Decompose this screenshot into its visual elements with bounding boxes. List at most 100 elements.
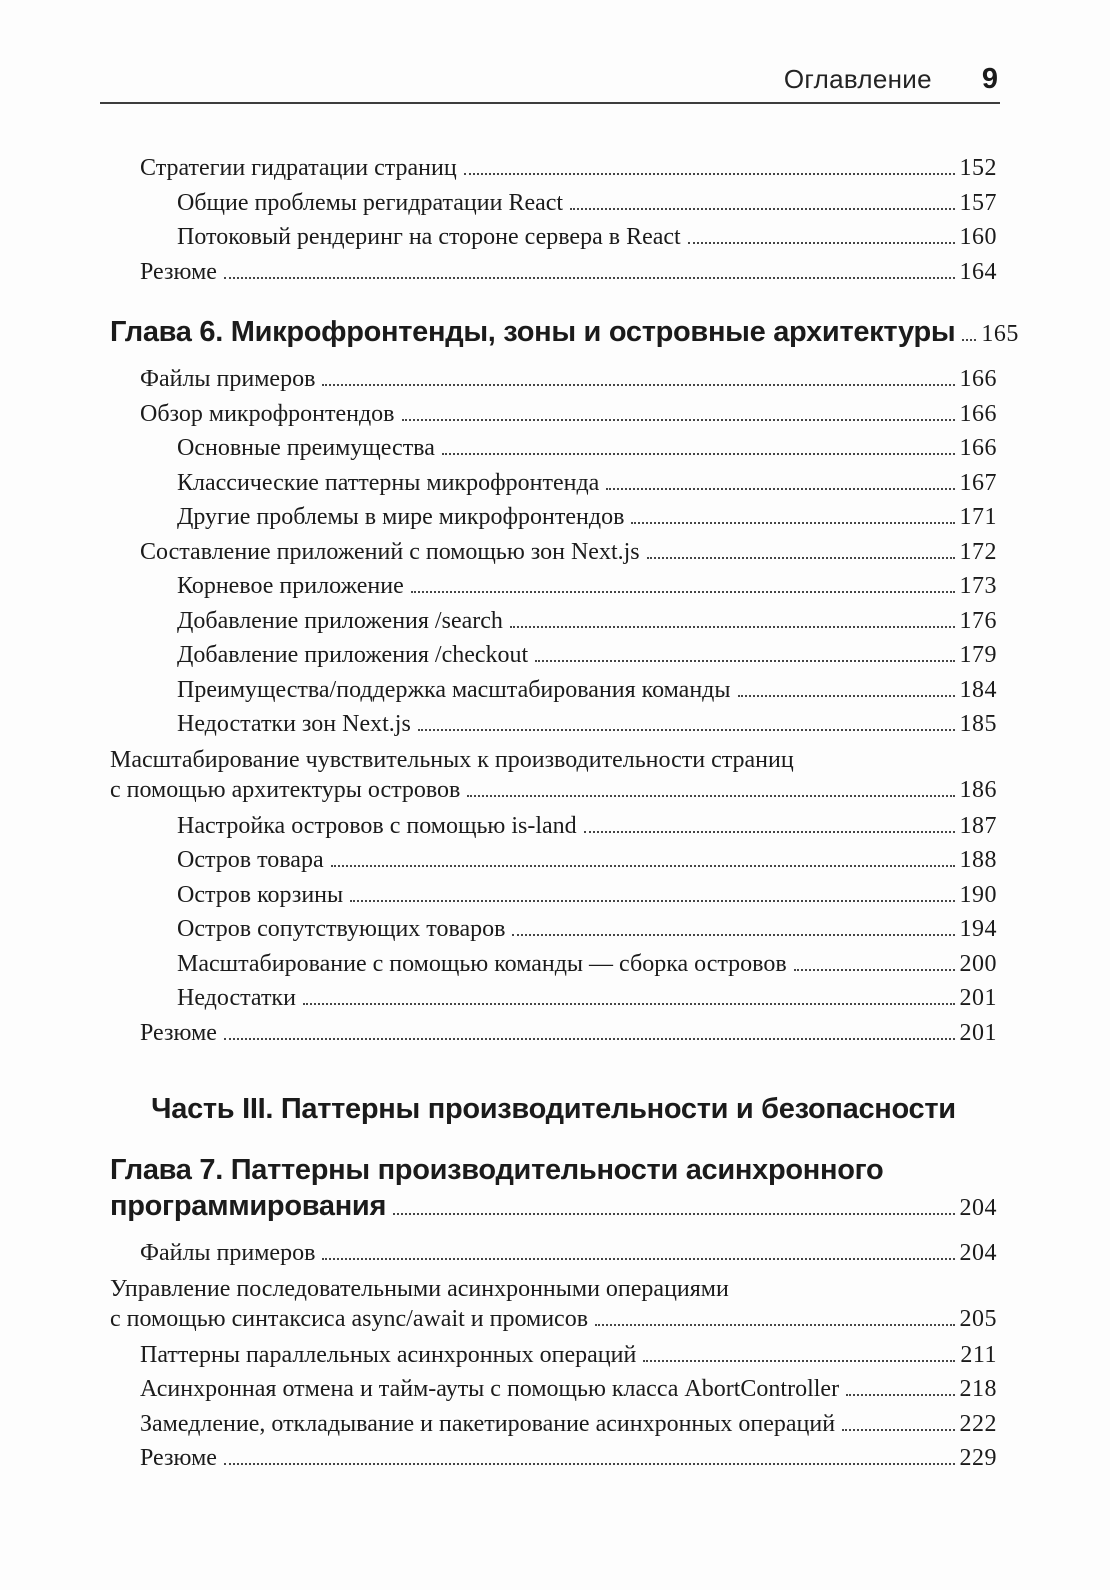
dot-leader	[410, 591, 955, 593]
toc-entry-title: Замедление, откладывание и пакетирование…	[140, 1410, 836, 1437]
dot-leader	[223, 1463, 955, 1465]
dot-leader	[463, 173, 955, 175]
toc-entry-row: с помощью синтаксиса async/await и проми…	[110, 1304, 997, 1334]
toc-entry-title: Остров товара	[177, 847, 324, 873]
toc-entry-title: Классические паттерны микрофронтенда	[177, 469, 600, 496]
toc-entry-row: Недостатки 201	[177, 981, 997, 1016]
toc-entry-row: Преимущества/поддержка масштабирования к…	[177, 673, 997, 708]
toc-entry-page: 160	[959, 224, 997, 250]
toc-entry-title: Составление приложений с помощью зон Nex…	[140, 538, 640, 565]
toc-entry: Управление последовательными асинхронным…	[110, 1274, 997, 1334]
toc-entry-page: 201	[959, 1019, 997, 1046]
toc-entry: Паттерны параллельных асинхронных операц…	[140, 1338, 997, 1373]
toc-entry-title: Асинхронная отмена и тайм-ауты с помощью…	[140, 1376, 840, 1402]
toc-entry-title: Недостатки зон Next.js	[177, 711, 411, 737]
toc-entry-title: с помощью синтаксиса async/await и проми…	[110, 1305, 589, 1332]
dot-leader	[793, 968, 955, 971]
dot-leader	[570, 207, 955, 210]
toc-entry: Классические паттерны микрофронтенда 167	[177, 466, 997, 501]
running-head-title: Оглавление	[783, 64, 932, 94]
toc-entry-page: 222	[959, 1410, 997, 1437]
dot-leader	[417, 729, 955, 731]
toc-entry-title: с помощью архитектуры островов	[110, 776, 461, 803]
dot-leader	[595, 1323, 955, 1326]
toc-entry: Общие проблемы регидратации React 157	[177, 186, 997, 221]
toc-entry-page: 186	[959, 776, 997, 803]
toc-entry-title: Общие проблемы регидратации React	[177, 189, 564, 216]
toc-entry-page: 157	[959, 189, 997, 216]
toc-entry-page: 229	[959, 1445, 997, 1471]
toc-entry-row: Общие проблемы регидратации React 157	[177, 186, 997, 221]
dot-leader	[393, 1213, 955, 1215]
toc-entry-title: Стратегии гидратации страниц	[140, 155, 457, 181]
toc-entry-row: Настройка островов с помощью is-land 187	[177, 809, 997, 844]
toc-entry-page: 173	[959, 573, 997, 599]
toc-entry-page: 211	[960, 1341, 997, 1368]
toc-entry-page: 179	[959, 642, 997, 668]
toc-entry-title: Остров корзины	[177, 881, 344, 908]
toc-chapter-heading: Глава 7. Паттерны производительности аси…	[110, 1152, 997, 1226]
toc-entry-title: Резюме	[140, 1445, 217, 1471]
dot-leader	[509, 625, 955, 628]
toc-entry: Другие проблемы в мире микрофронтендов 17…	[177, 500, 997, 535]
toc-entry-row: Файлы примеров 166	[140, 362, 997, 397]
dot-leader	[330, 865, 955, 867]
toc-entry-title: Настройка островов с помощью is-land	[177, 812, 577, 839]
toc-entry-title: Преимущества/поддержка масштабирования к…	[177, 676, 731, 703]
toc-entry: Резюме 229	[140, 1441, 997, 1476]
toc-entry-title: Добавление приложения /search	[177, 607, 503, 634]
toc-entry-title: Масштабирование чувствительных к произво…	[110, 746, 794, 773]
dot-leader	[401, 418, 955, 421]
toc-entry-page: 194	[959, 916, 997, 942]
dot-leader	[737, 694, 955, 697]
toc-entry-row: Основные преимущества 166	[177, 431, 997, 466]
toc-entry-title: Паттерны параллельных асинхронных операц…	[140, 1341, 637, 1368]
dot-leader	[535, 660, 955, 662]
dot-leader	[643, 1359, 956, 1362]
toc-entry-page: 166	[959, 435, 997, 461]
toc-entry: Корневое приложение 173	[177, 569, 997, 604]
toc-entry: Основные преимущества 166	[177, 431, 997, 466]
dot-leader	[842, 1428, 955, 1431]
toc-entry-title: Файлы примеров	[140, 366, 316, 392]
dot-leader	[606, 487, 955, 490]
toc-entry: Добавление приложения /checkout 179	[177, 638, 997, 673]
dot-leader	[962, 339, 977, 341]
dot-leader	[467, 794, 955, 797]
dot-leader	[846, 1394, 955, 1396]
toc-entry-page: 176	[959, 607, 997, 634]
dot-leader	[646, 556, 955, 559]
toc-entry-row: Замедление, откладывание и пакетирование…	[140, 1407, 997, 1442]
toc-entry-page: 187	[959, 812, 997, 839]
toc-entry: Преимущества/поддержка масштабирования к…	[177, 673, 997, 708]
toc-entry-title: Недостатки	[177, 985, 296, 1011]
toc-entry-page: 205	[959, 1305, 997, 1332]
toc-entry: Масштабирование чувствительных к произво…	[110, 745, 997, 805]
toc-entry-title: Обзор микрофронтендов	[140, 400, 395, 427]
toc-entry-row: Добавление приложения /checkout 179	[177, 638, 997, 673]
toc-entry-page: 152	[959, 155, 997, 181]
toc-entry-page: 184	[959, 676, 997, 703]
toc-entry-row: Файлы примеров 204	[140, 1236, 997, 1271]
dot-leader	[687, 242, 955, 244]
toc-entry-title: Резюме	[140, 258, 217, 285]
toc-entry-row: Паттерны параллельных асинхронных операц…	[140, 1338, 997, 1373]
toc-entry-title: Масштабирование с помощью команды — сбор…	[177, 950, 787, 977]
toc-entry-page: 171	[959, 504, 997, 530]
toc-entry: Потоковый рендеринг на стороне сервера в…	[177, 220, 997, 255]
toc-entry-row: Глава 6. Микрофронтенды, зоны и островны…	[110, 314, 1018, 352]
toc-entry-page: 190	[959, 881, 997, 908]
toc-chapter-heading: Глава 6. Микрофронтенды, зоны и островны…	[110, 314, 1018, 352]
toc-entry-row: Резюме 164	[140, 255, 997, 290]
toc-entry: Файлы примеров 166	[140, 362, 997, 397]
toc-entry: Файлы примеров 204	[140, 1236, 997, 1271]
toc-entry: Обзор микрофронтендов 166	[140, 397, 997, 432]
toc-entry-page: 204	[959, 1195, 997, 1221]
toc-entry: Добавление приложения /search 176	[177, 604, 997, 639]
toc-entry: Остров корзины 190	[177, 878, 997, 913]
toc-entry: Масштабирование с помощью команды — сбор…	[177, 947, 997, 982]
toc-entry-row: Потоковый рендеринг на стороне сервера в…	[177, 220, 997, 255]
dot-leader	[631, 522, 955, 524]
toc-entry-row: программирования 204	[110, 1188, 997, 1226]
toc-entry-row: Остров сопутствующих товаров 194	[177, 912, 997, 947]
